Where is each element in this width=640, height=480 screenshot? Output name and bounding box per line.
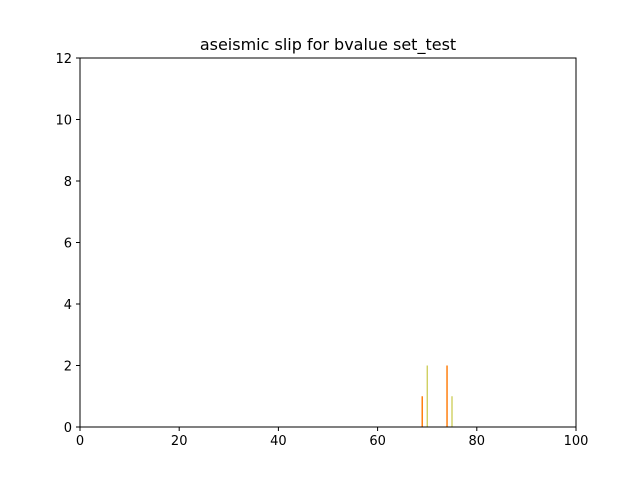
bar-series-0-point-1: [446, 365, 448, 427]
x-tick-label: 80: [469, 434, 486, 449]
bars-group: [421, 365, 453, 427]
y-tick-label: 6: [64, 237, 72, 252]
y-tick-label: 10: [55, 114, 72, 129]
x-axis: 0 20 40 60 80 100: [76, 427, 589, 449]
chart-title: aseismic slip for bvalue set_test: [200, 35, 456, 55]
x-tick-label: 100: [564, 434, 589, 449]
plot-frame: [79, 57, 577, 428]
bar-series-1-point-0: [426, 365, 428, 427]
x-tick-label: 40: [270, 434, 287, 449]
y-tick-label: 0: [64, 421, 72, 436]
y-axis: 0 2 4 6 8 10 12: [55, 52, 80, 436]
y-tick-label: 2: [64, 360, 72, 375]
y-tick-label: 12: [55, 52, 72, 67]
x-tick-label: 20: [171, 434, 188, 449]
bar-series-1-point-1: [451, 396, 453, 427]
x-tick-label: 0: [76, 434, 84, 449]
y-tick-label: 8: [64, 175, 72, 190]
bar-series-0-point-0: [421, 396, 423, 427]
y-tick-label: 4: [64, 298, 72, 313]
x-tick-label: 60: [369, 434, 386, 449]
